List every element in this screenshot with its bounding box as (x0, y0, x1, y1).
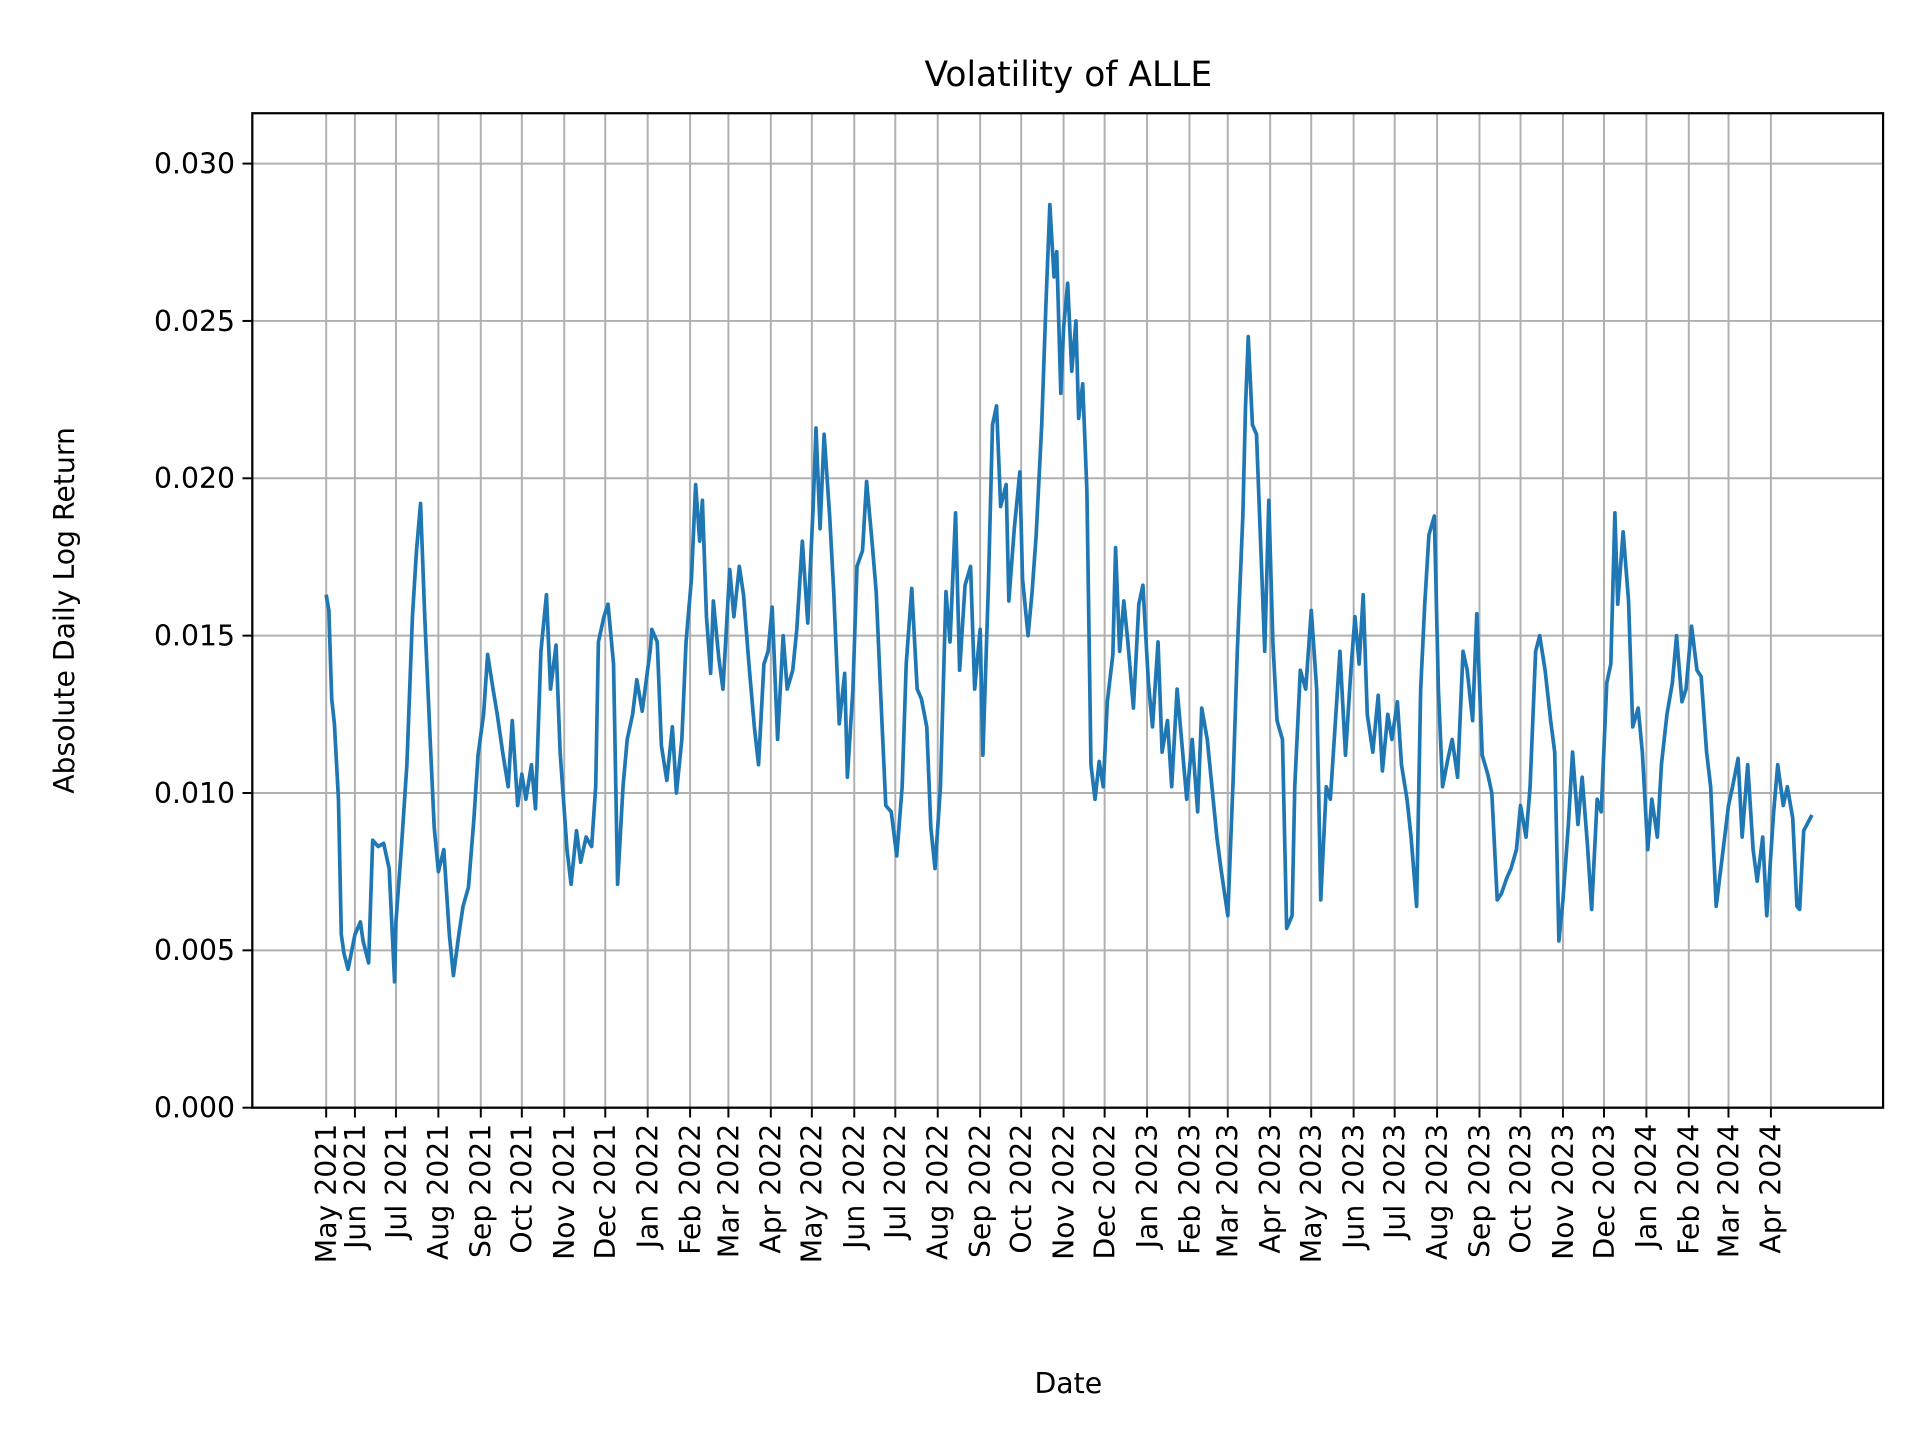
y-tick-label: 0.015 (154, 619, 235, 652)
x-tick-label: Mar 2023 (1212, 1124, 1245, 1258)
x-tick-label: Oct 2023 (1504, 1124, 1537, 1254)
x-tick-label: May 2023 (1295, 1124, 1328, 1264)
plot-frame (251, 112, 1885, 1109)
x-tick-label: Sep 2022 (964, 1124, 997, 1258)
x-tick-label: Feb 2024 (1673, 1124, 1706, 1255)
x-tick-label: Apr 2024 (1755, 1124, 1788, 1254)
y-tick-label: 0.020 (154, 462, 235, 495)
x-tick-label: Aug 2023 (1421, 1124, 1454, 1260)
series (324, 202, 1814, 984)
x-tick-label: Jan 2022 (632, 1124, 665, 1251)
x-tick-label: Dec 2021 (589, 1124, 622, 1260)
y-tick-label: 0.025 (154, 305, 235, 338)
y-axis: 0.000 0.005 0.010 0.015 0.020 0.025 0.030 (154, 147, 253, 1125)
x-tick-label: Apr 2022 (755, 1124, 788, 1254)
x-tick-label: Nov 2023 (1547, 1124, 1580, 1260)
x-tick-label: Jun 2022 (838, 1124, 871, 1251)
x-tick-label: Aug 2022 (922, 1124, 955, 1260)
x-tick-label: Jul 2023 (1379, 1124, 1412, 1241)
x-tick-label: Dec 2023 (1588, 1124, 1621, 1260)
x-tick-label: Aug 2021 (422, 1124, 455, 1260)
x-tick-label: Jan 2024 (1630, 1124, 1663, 1251)
x-tick-label: Dec 2022 (1088, 1124, 1121, 1260)
x-tick-label: Feb 2022 (674, 1124, 707, 1255)
x-tick-label: Oct 2021 (506, 1124, 539, 1254)
x-tick-label: Jan 2023 (1131, 1124, 1164, 1251)
x-tick-label: Jul 2021 (380, 1124, 413, 1241)
x-tick-label: Nov 2022 (1047, 1124, 1080, 1260)
x-axis-label: Date (1034, 1367, 1102, 1400)
y-tick-label: 0.000 (154, 1092, 235, 1125)
y-tick-label: 0.030 (154, 147, 235, 180)
volatility-line (324, 202, 1814, 984)
x-tick-label: Nov 2021 (548, 1124, 581, 1260)
x-tick-label: Jun 2021 (339, 1124, 372, 1251)
x-tick-label: May 2021 (310, 1124, 343, 1264)
x-tick-label: Mar 2022 (712, 1124, 745, 1258)
y-tick-label: 0.005 (154, 934, 235, 967)
x-tick-label: Sep 2023 (1463, 1124, 1496, 1258)
chart-title: Volatility of ALLE (924, 55, 1212, 95)
x-tick-label: Jul 2022 (879, 1124, 912, 1241)
x-tick-label: Sep 2021 (465, 1124, 498, 1258)
y-tick-label: 0.010 (154, 777, 235, 810)
x-tick-label: Apr 2023 (1254, 1124, 1287, 1254)
x-tick-label: May 2022 (796, 1124, 829, 1264)
x-tick-label: Mar 2024 (1712, 1124, 1745, 1258)
x-tick-label: Oct 2022 (1005, 1124, 1038, 1254)
y-axis-label: Absolute Daily Log Return (48, 427, 81, 794)
x-tick-label: Feb 2023 (1173, 1124, 1206, 1255)
x-tick-label: Jun 2023 (1337, 1124, 1370, 1251)
